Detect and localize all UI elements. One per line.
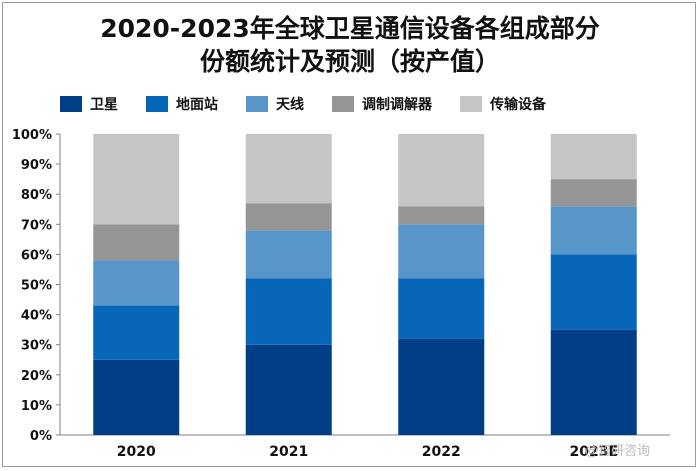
bar-segment-2023E-3 [550,179,637,207]
legend-item-1: 地面站 [146,94,218,114]
bar-segment-2023E-1 [550,254,637,330]
y-tick-label: 60% [21,248,52,263]
title-line-2: 份额统计及预测（按产值） [199,47,500,76]
bar-segment-2021-1 [245,278,332,345]
bar-segment-2021-4 [245,134,332,204]
legend-item-3: 调制调解器 [332,94,432,114]
legend-label-4: 传输设备 [490,97,546,113]
legend-swatch-0 [60,96,82,112]
x-tick-label: 2021 [269,444,308,460]
legend-item-2: 天线 [246,94,304,114]
y-tick-label: 0% [30,429,52,444]
x-tick-label: 2023E [569,444,618,460]
x-tick-label: 2022 [422,444,461,460]
bar-segment-2020-1 [93,305,180,360]
bar-segment-2022-0 [398,338,485,435]
bar-segment-2023E-0 [550,329,637,435]
legend: 卫星 地面站 天线 调制调解器 传输设备 [60,94,574,114]
bar-segment-2022-3 [398,206,485,225]
y-tick-label: 90% [21,158,52,173]
watermark: @智研咨询 [585,444,651,459]
bar-segment-2023E-4 [550,134,637,180]
y-tick-label: 50% [21,279,52,294]
y-tick-label: 30% [21,339,52,354]
y-tick-label: 70% [21,218,52,233]
bar-segment-2020-3 [93,224,180,261]
legend-item-0: 卫星 [60,94,118,114]
title-line-1: 2020-2023年全球卫星通信设备各组成部分 [100,14,600,43]
legend-label-3: 调制调解器 [362,97,432,113]
legend-label-2: 天线 [276,97,304,113]
bar-segment-2022-1 [398,278,485,339]
y-tick-label: 40% [21,309,52,324]
bar-segment-2023E-2 [550,206,637,255]
legend-swatch-1 [146,96,168,112]
legend-label-1: 地面站 [176,97,218,113]
legend-item-4: 传输设备 [460,94,546,114]
legend-label-0: 卫星 [90,97,118,113]
legend-swatch-3 [332,96,354,112]
bar-segment-2021-0 [245,344,332,435]
y-tick-label: 100% [12,128,52,143]
bar-segment-2022-4 [398,134,485,207]
y-tick-label: 80% [21,188,52,203]
bar-segment-2020-2 [93,260,180,306]
bar-segment-2020-4 [93,134,180,225]
legend-swatch-2 [246,96,268,112]
y-tick-label: 20% [21,369,52,384]
bar-segment-2020-0 [93,359,180,435]
bar-segment-2022-2 [398,224,485,279]
bar-segment-2021-3 [245,203,332,231]
x-tick-label: 2020 [117,444,156,460]
chart-title: 2020-2023年全球卫星通信设备各组成部分 份额统计及预测（按产值） [0,12,700,78]
y-tick-label: 10% [21,399,52,414]
bar-segment-2021-2 [245,230,332,279]
legend-swatch-4 [460,96,482,112]
